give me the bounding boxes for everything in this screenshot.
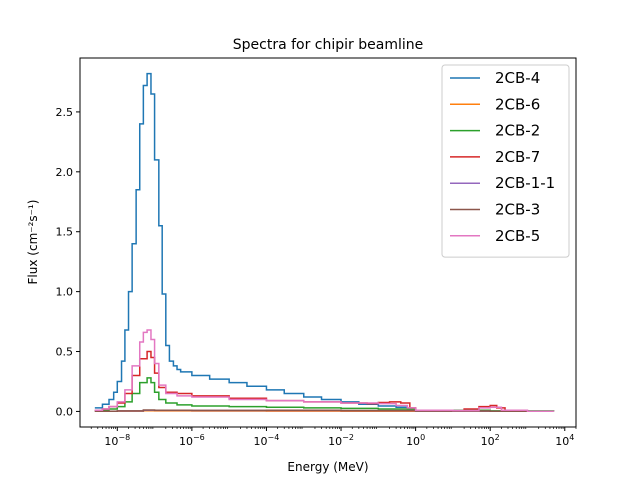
x-tick-label: 10−2 [328,433,354,448]
plot-frame [79,57,577,428]
y-tick-label: 0.5 [56,346,74,359]
series-line-2cb-2 [94,377,555,412]
y-tick-label: 0.0 [56,405,74,418]
x-tick-label: 10−4 [254,433,280,448]
x-tick-label: 102 [481,433,500,448]
legend-label: 2CB-5 [495,227,540,245]
legend-label: 2CB-1-1 [495,174,555,192]
legend-label: 2CB-6 [495,95,540,113]
y-axis-label: Flux (cm⁻²s⁻¹) [26,200,40,285]
y-tick-label: 1.5 [56,226,74,239]
series-layer [94,72,555,413]
x-axis-label: Energy (MeV) [287,460,368,474]
legend-label: 2CB-4 [495,69,540,87]
y-tick-label: 2.5 [56,106,74,119]
x-tick-label: 10−6 [179,433,205,448]
legend: 2CB-4 2CB-6 2CB-2 2CB-7 2CB-1-1 2CB-3 2CB-5 [441,64,570,258]
series-line-2cb-5 [94,329,555,412]
x-tick-label: 104 [555,433,574,448]
y-tick-label: 2.0 [56,166,74,179]
series-line-2cb-3 [94,409,555,412]
y-tick-label: 1.0 [56,286,74,299]
legend-label: 2CB-2 [495,122,540,140]
y-axis-ticks: 0.0 0.5 1.0 1.5 2.0 2.5 [56,106,80,418]
legend-label: 2CB-3 [495,201,540,219]
x-tick-label: 10−8 [104,433,130,448]
x-axis-ticks: 10−8 10−6 10−4 10−2 100 102 104 [90,427,577,448]
legend-label: 2CB-7 [495,148,540,166]
x-tick-label: 100 [406,433,425,448]
chart-title: Spectra for chipir beamline [233,37,423,53]
